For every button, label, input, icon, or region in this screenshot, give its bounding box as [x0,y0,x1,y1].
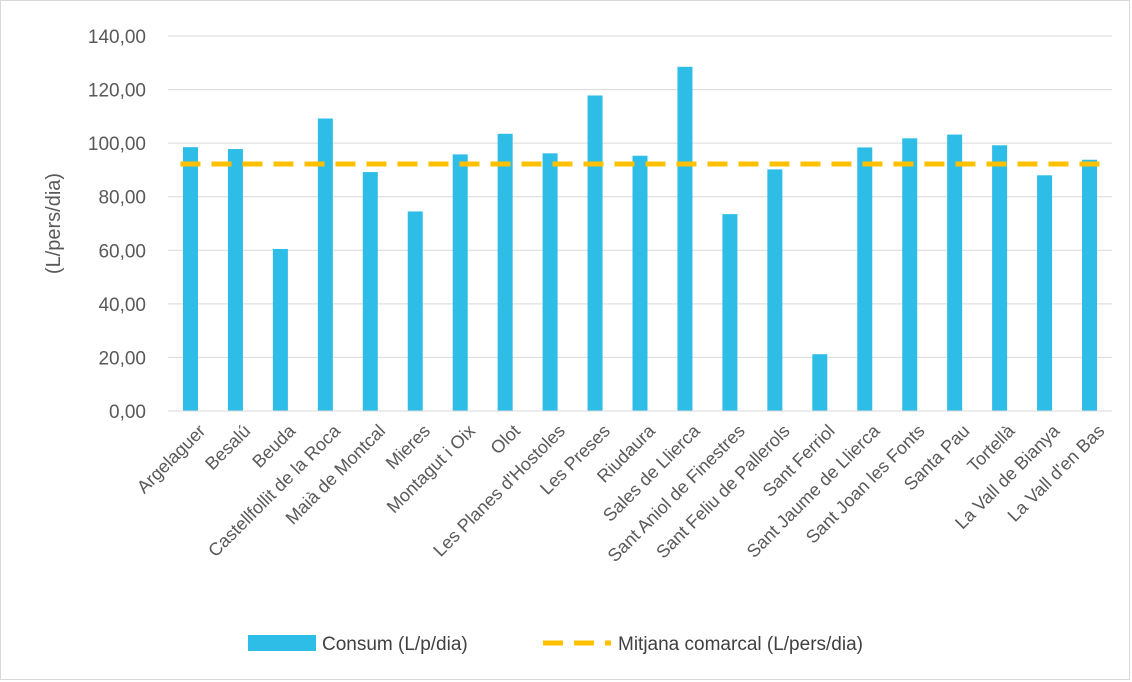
bar [407,211,423,411]
bar [182,147,198,412]
bar [452,154,468,411]
x-tick-label: Argelaguer [133,421,209,497]
bar [497,133,513,411]
bar [632,155,648,411]
bar [722,214,738,411]
bar [542,153,558,412]
y-tick-label: 80,00 [98,188,146,209]
y-tick-label: 60,00 [98,241,146,262]
bar [1037,175,1053,411]
y-tick-label: 140,00 [88,27,146,48]
bar [1082,159,1098,411]
y-tick-label: 120,00 [88,81,146,102]
bar [317,118,333,411]
bar [362,172,378,411]
bar [272,248,288,411]
bar [677,66,693,411]
x-tick-label: Olot [487,421,524,458]
x-tick-label: Besalú [201,421,254,474]
legend-label-consum: Consum (L/p/dia) [322,634,468,655]
bar [812,354,828,411]
legend-swatch-consum [248,635,316,651]
bar [947,134,963,412]
bar [992,145,1008,412]
y-axis-ticks: 0,00 20,00 40,00 60,00 80,00 100,00 120,00 140,… [88,27,146,423]
y-tick-label: 100,00 [88,134,146,155]
bar [587,95,603,411]
y-axis-label: (L/pers/dia) [43,173,65,274]
legend-label-mitjana: Mitjana comarcal (L/pers/dia) [618,634,863,655]
bar [857,147,873,411]
y-tick-label: 40,00 [98,295,146,316]
bars [182,66,1098,412]
bar [227,149,243,412]
legend: Consum (L/p/dia) Mitjana comarcal (L/per… [248,634,863,655]
y-tick-label: 0,00 [109,402,146,423]
y-tick-label: 20,00 [98,348,146,369]
bar [902,138,918,412]
bar [767,169,783,411]
